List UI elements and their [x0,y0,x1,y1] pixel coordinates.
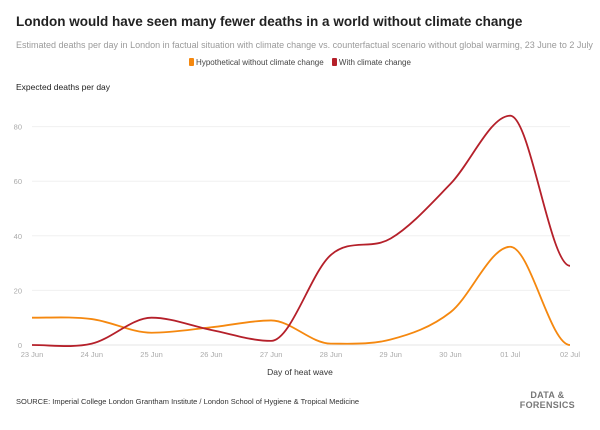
x-tick-label: 23 Jun [21,350,44,359]
x-tick-label: 25 Jun [140,350,163,359]
x-tick-label: 26 Jun [200,350,223,359]
series-line-without-climate-change [31,245,571,346]
legend: Hypothetical without climate change With… [0,58,600,67]
source-note: SOURCE: Imperial College London Grantham… [16,397,360,406]
y-tick-label: 60 [14,177,22,186]
logo-line: DATA & [530,390,565,400]
series-line-with-climate-change [31,114,571,347]
legend-swatch [189,58,195,66]
x-tick-label: 29 Jun [379,350,402,359]
y-axis-label: Expected deaths per day [16,82,111,92]
legend-label: With climate change [338,58,411,67]
chart-subtitle: Estimated deaths per day in London in fa… [16,40,593,50]
logo-line: FORENSICS [519,400,575,410]
legend-item-without[interactable]: Hypothetical without climate change [189,58,324,67]
x-tick-label: 01 Jul [500,350,520,359]
y-tick-label: 0 [18,341,22,350]
x-tick-label: 02 Jul [560,350,580,359]
legend-label: Hypothetical without climate change [196,58,324,67]
logo: DATA & FORENSICS [520,390,575,410]
x-axis-label: Day of heat wave [267,367,333,377]
legend-item-with[interactable]: With climate change [331,58,411,67]
x-tick-label: 30 Jun [439,350,462,359]
chart-title: London would have seen many fewer deaths… [16,14,523,29]
legend-swatch [331,58,337,66]
x-tick-label: 27 Jun [260,350,283,359]
y-tick-label: 20 [14,286,22,295]
x-tick-label: 28 Jun [320,350,343,359]
y-tick-label: 80 [14,123,22,132]
y-tick-label: 40 [14,232,22,241]
x-tick-label: 24 Jun [81,350,104,359]
